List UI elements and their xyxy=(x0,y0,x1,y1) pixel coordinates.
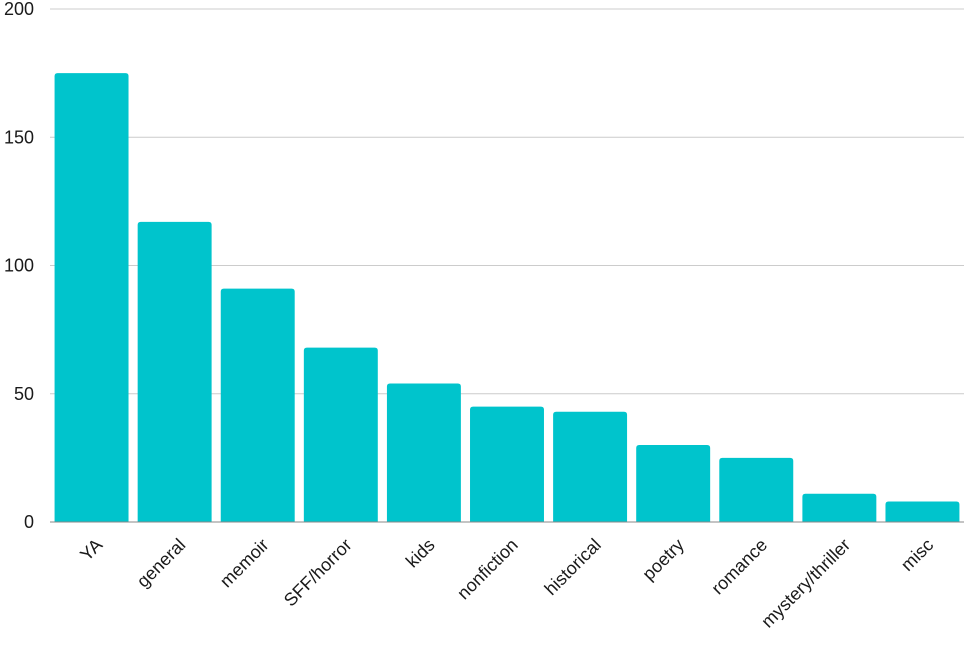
x-category-label: YA xyxy=(76,535,106,565)
bar-general xyxy=(137,221,212,522)
bar-poetry xyxy=(636,445,711,522)
bar-memoir xyxy=(220,288,295,522)
y-tick-label: 200 xyxy=(4,0,34,19)
x-category-label: SFF/horror xyxy=(280,535,356,611)
x-category-label: general xyxy=(133,535,190,592)
y-tick-label: 0 xyxy=(24,512,34,532)
x-category-label: misc xyxy=(897,535,937,575)
bar-sff-horror xyxy=(303,347,378,522)
bar-misc xyxy=(885,501,960,522)
y-tick-label: 50 xyxy=(14,384,34,404)
x-category-label: kids xyxy=(402,535,439,572)
y-tick-label: 150 xyxy=(4,127,34,147)
bar-nonfiction xyxy=(470,406,544,522)
x-category-label: historical xyxy=(541,535,605,599)
x-category-label: nonfiction xyxy=(453,535,522,604)
bar-romance xyxy=(719,457,794,522)
bar-kids xyxy=(386,383,461,522)
y-tick-label: 100 xyxy=(4,256,34,276)
x-category-label: memoir xyxy=(216,535,273,592)
bar-historical xyxy=(553,411,628,522)
y-axis-tick-labels: 0 50 100 150 200 xyxy=(4,0,34,532)
bar-ya xyxy=(54,73,129,522)
bar-mystery-thriller xyxy=(802,493,877,522)
x-category-label: poetry xyxy=(638,535,688,585)
x-category-label: romance xyxy=(707,535,771,599)
x-category-label: mystery/thriller xyxy=(757,535,854,632)
bars xyxy=(54,73,960,522)
x-axis-category-labels: YA general memoir SFF/horror kids nonfiction h… xyxy=(76,535,937,632)
